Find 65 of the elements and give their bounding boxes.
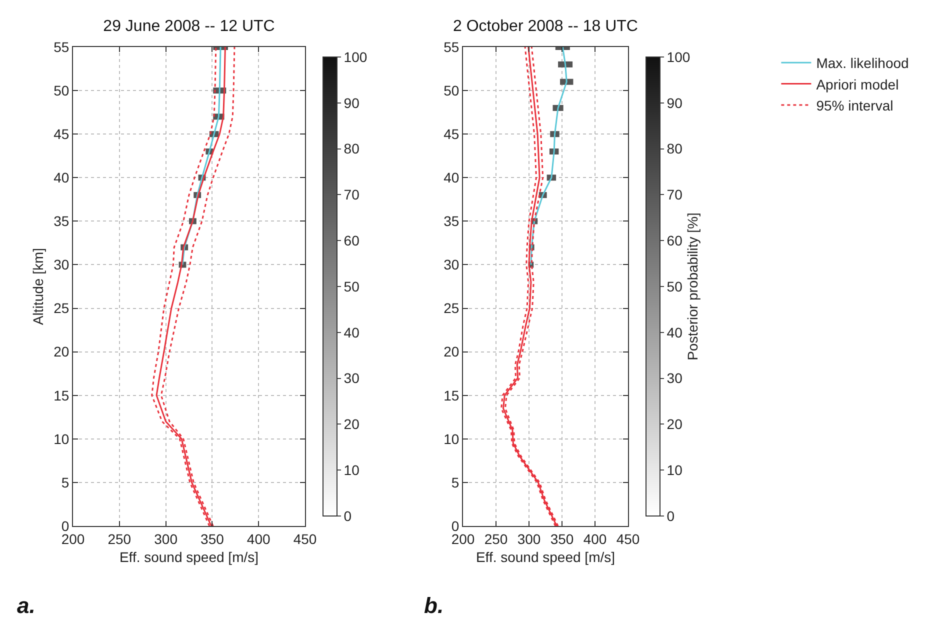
color-bar-label: 10 (344, 462, 360, 478)
color-bar-label: 80 (666, 140, 683, 157)
color-bar-label: 0 (666, 508, 675, 524)
legend-label: 95% interval (816, 97, 894, 114)
color-bar-label: 80 (344, 140, 360, 157)
y-tick-label: 40 (54, 170, 70, 186)
color-bar-label: 30 (344, 370, 360, 386)
color-bar-label: 10 (666, 462, 683, 478)
x-tick-label: 400 (583, 530, 607, 547)
y-axis-title: Altitude [km] (30, 248, 46, 326)
text: b. (424, 593, 444, 618)
color-bar-label: 70 (344, 186, 360, 203)
chart-title: 29 June 2008 -- 12 UTC (103, 18, 275, 36)
y-tick-label: 10 (444, 430, 460, 447)
color-bar-label: 100 (344, 48, 368, 65)
color-bar-label: 60 (344, 232, 360, 248)
y-tick-label: 25 (54, 300, 70, 316)
color-bar-label: 90 (344, 94, 360, 111)
color-bar-label: 50 (666, 278, 683, 294)
y-tick-label: 10 (54, 430, 70, 447)
y-tick-label: 45 (444, 126, 460, 142)
y-tick-label: 55 (444, 38, 460, 55)
x-tick-label: 400 (246, 530, 270, 547)
color-bar-label: 40 (344, 324, 360, 340)
legend-label: Apriori model (816, 76, 899, 92)
y-tick-label: 15 (444, 387, 460, 404)
x-axis-title: Eff. sound speed [m/s] (476, 549, 616, 566)
y-tick-label: 50 (444, 82, 460, 98)
x-tick-label: 250 (484, 530, 508, 547)
y-tick-label: 25 (444, 300, 460, 316)
x-tick-label: 300 (517, 530, 541, 547)
y-tick-label: 20 (54, 344, 70, 360)
color-bar-label: 70 (666, 186, 683, 203)
text: a. (17, 593, 36, 618)
x-tick-label: 450 (616, 530, 640, 547)
y-tick-label: 5 (451, 474, 460, 490)
legend-label: Max. likelihood (816, 55, 909, 72)
y-tick-label: 55 (54, 38, 70, 55)
color-bar-label: 90 (666, 94, 683, 111)
y-tick-label: 50 (54, 82, 70, 98)
y-tick-label: 30 (54, 256, 70, 273)
y-tick-label: 20 (444, 344, 460, 360)
y-tick-label: 5 (61, 474, 70, 490)
y-tick-label: 15 (54, 387, 70, 404)
color-bar-label: 0 (344, 508, 352, 524)
color-bar-label: 40 (666, 324, 683, 340)
x-axis-title: Eff. sound speed [m/s] (119, 549, 259, 566)
color-bar-label: 20 (344, 416, 360, 432)
x-tick-label: 450 (293, 530, 317, 547)
color-bar-label: 30 (666, 370, 683, 386)
color-bar-label: 60 (666, 232, 683, 248)
x-tick-label: 250 (108, 530, 132, 547)
color-bar-label: 100 (666, 48, 690, 65)
y-tick-label: 35 (54, 213, 70, 230)
x-tick-label: 300 (154, 530, 178, 547)
y-tick-label: 40 (444, 170, 460, 186)
color-bar-label: 20 (666, 416, 683, 432)
x-tick-label: 350 (550, 530, 574, 547)
y-tick-label: 30 (444, 256, 460, 273)
color-bar-label: 50 (344, 278, 360, 294)
color-bar-title: Posterior probability [%] (684, 212, 701, 360)
y-tick-label: 45 (54, 126, 70, 142)
x-tick-label: 350 (200, 530, 224, 547)
chart-title: 2 October 2008 -- 18 UTC (453, 18, 638, 36)
y-tick-label: 35 (444, 213, 460, 230)
